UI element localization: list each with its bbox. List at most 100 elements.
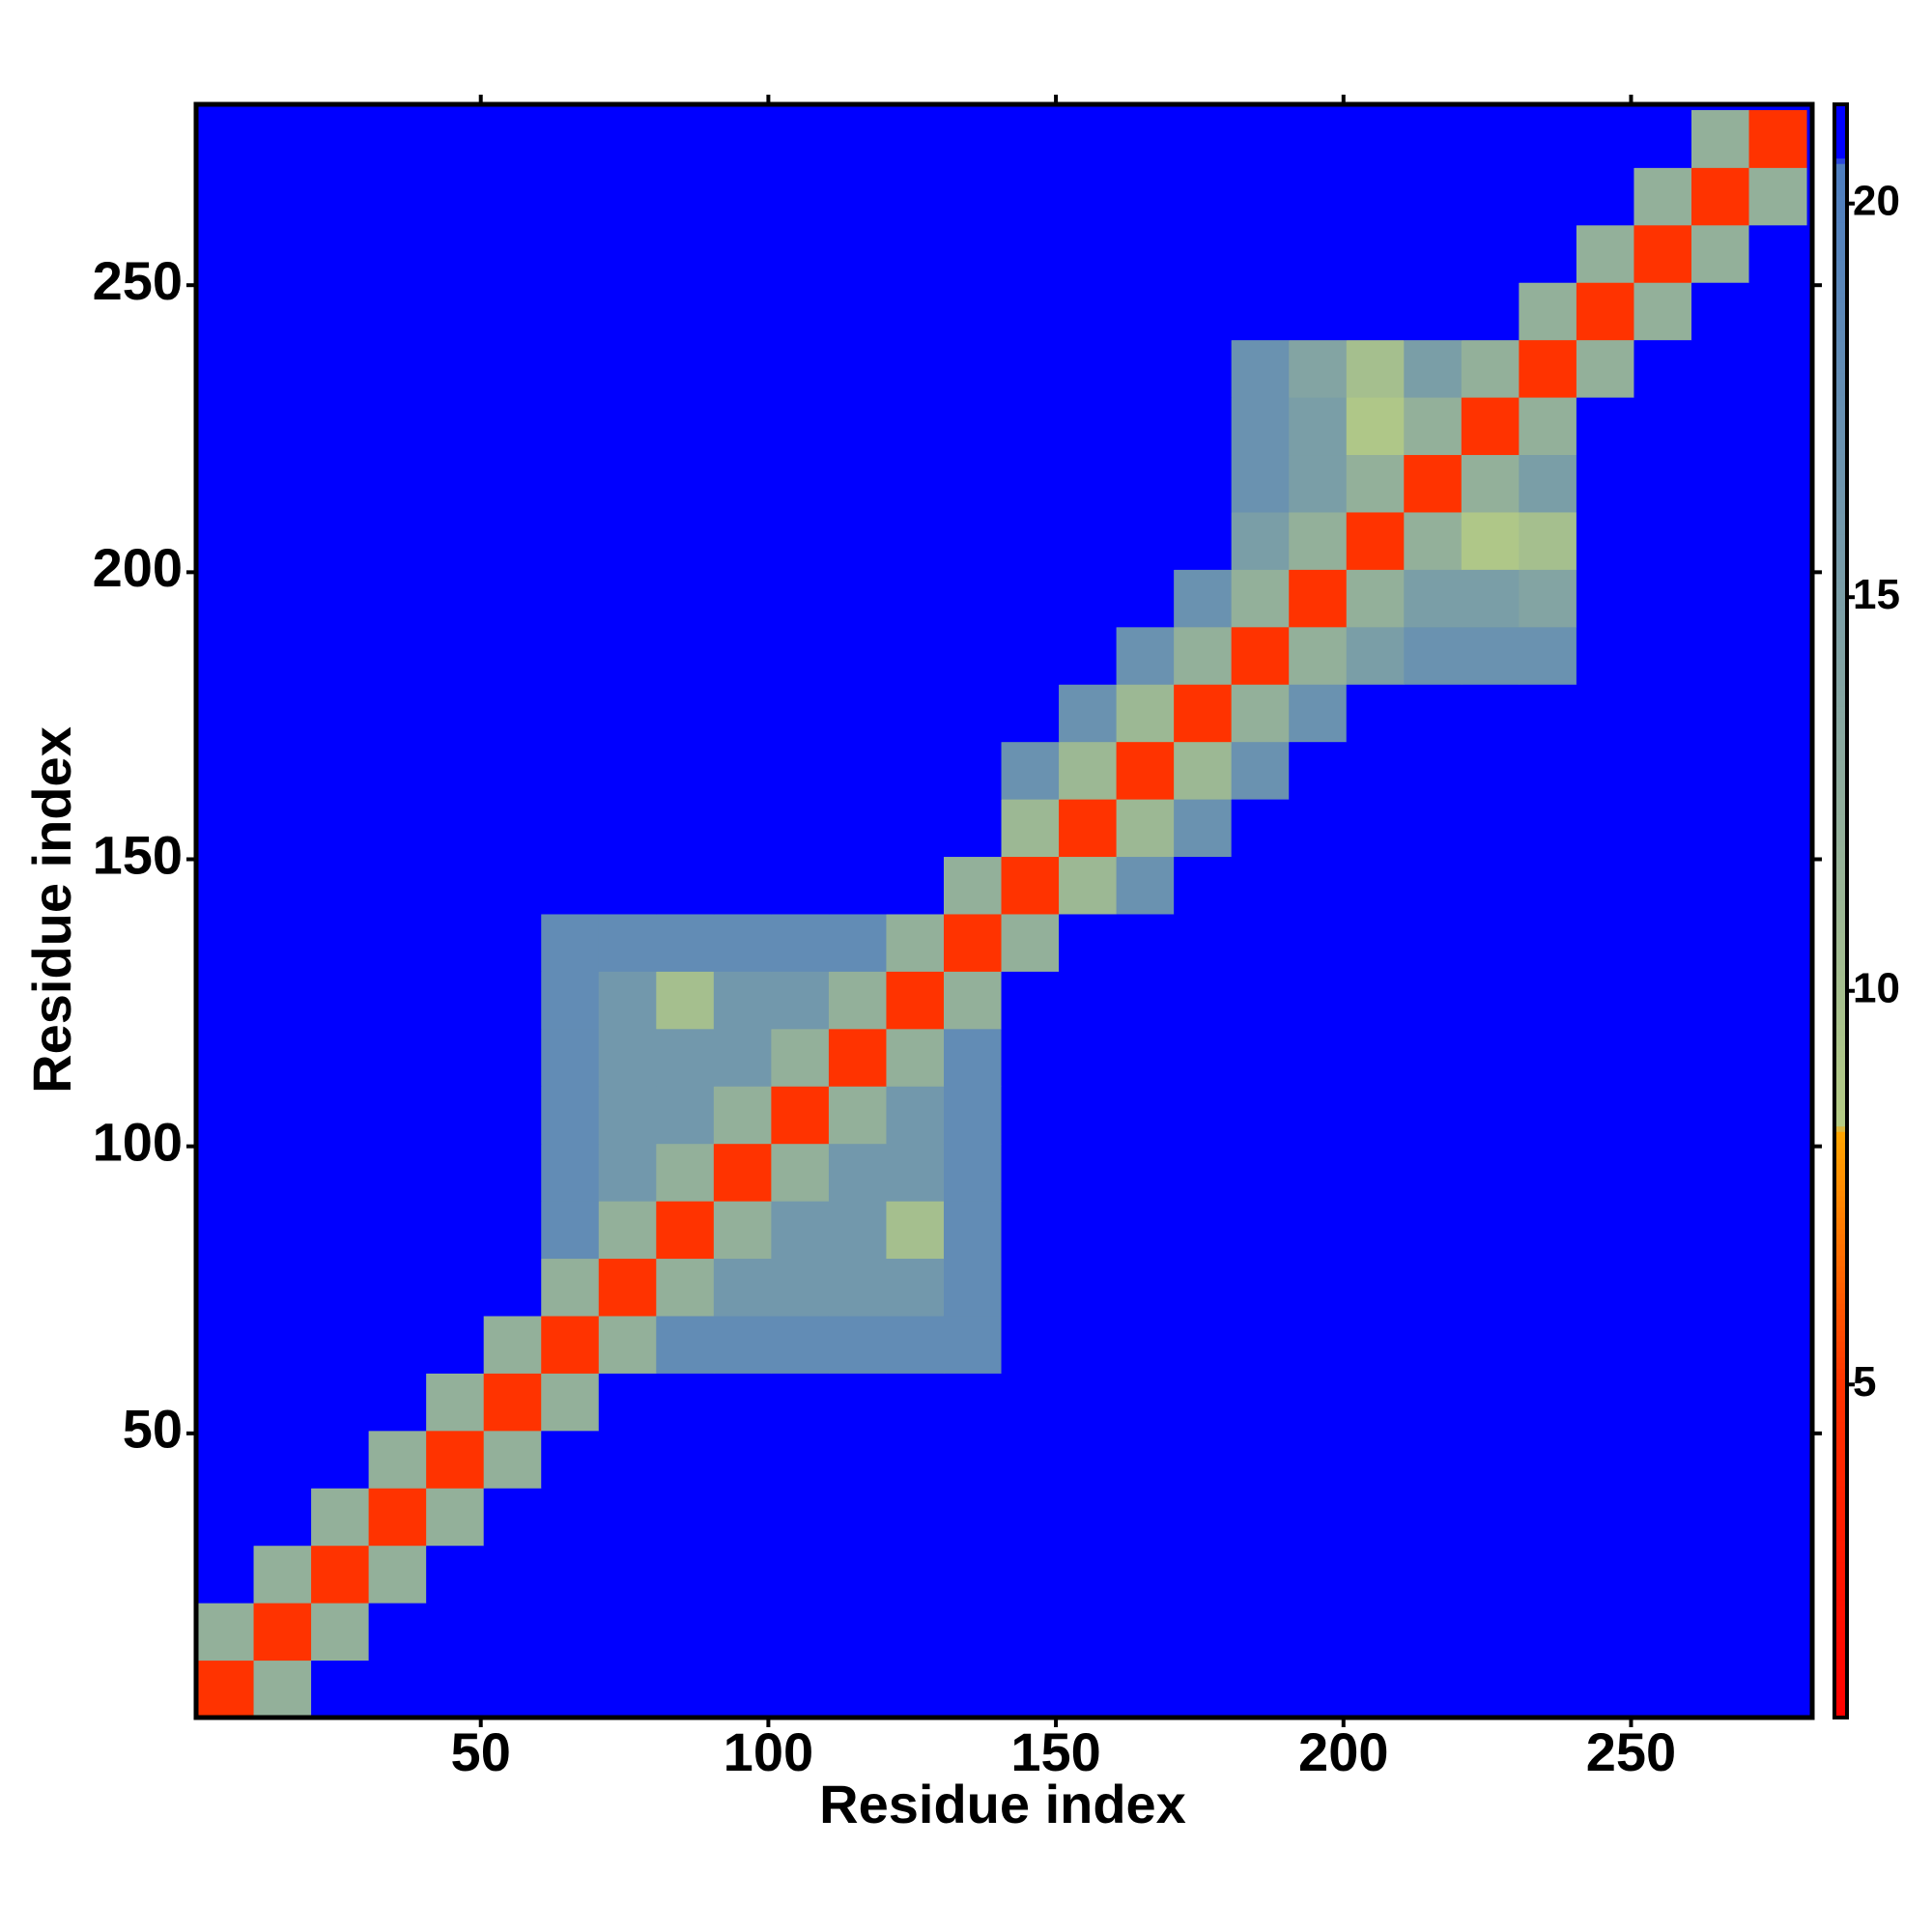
- colorbar-swatch: [1834, 803, 1847, 810]
- heatmap-cell: [1404, 1488, 1463, 1547]
- heatmap-cell: [598, 1201, 657, 1260]
- colorbar-swatch: [1834, 566, 1847, 573]
- colorbar-swatch: [1834, 1416, 1847, 1423]
- heatmap-cell: [1174, 1603, 1233, 1662]
- heatmap-cell: [1289, 224, 1348, 283]
- heatmap-cell: [1231, 1430, 1290, 1489]
- heatmap-cell: [828, 1315, 887, 1374]
- heatmap-cell: [1690, 224, 1750, 283]
- heatmap-cell: [1519, 1488, 1577, 1547]
- heatmap-cell: [771, 626, 830, 685]
- heatmap-cell: [1174, 971, 1233, 1030]
- heatmap-cell: [943, 1660, 1003, 1719]
- heatmap-cell: [483, 913, 542, 972]
- heatmap-cell: [196, 741, 255, 800]
- colorbar-swatch: [1834, 1464, 1847, 1471]
- heatmap-cell: [1576, 1143, 1634, 1202]
- colorbar-swatch: [1834, 809, 1847, 815]
- heatmap-cell: [1231, 1201, 1290, 1260]
- colorbar-swatch: [1834, 126, 1847, 132]
- colorbar-swatch: [1834, 1561, 1847, 1568]
- heatmap-cell: [1346, 799, 1405, 858]
- heatmap-cell: [196, 1603, 255, 1662]
- heatmap-cell: [713, 1315, 772, 1374]
- heatmap-cell: [311, 913, 370, 972]
- heatmap-cell: [1116, 511, 1175, 570]
- colorbar-swatch: [1834, 1540, 1847, 1547]
- heatmap-cell: [311, 856, 370, 915]
- heatmap-cell: [1634, 282, 1692, 341]
- heatmap-cell: [1116, 799, 1175, 858]
- heatmap-cell: [828, 741, 887, 800]
- heatmap-cell: [1634, 1143, 1692, 1202]
- colorbar-swatch: [1834, 862, 1847, 868]
- heatmap-cell: [541, 1488, 600, 1547]
- heatmap-cell: [886, 397, 945, 456]
- colorbar-swatch: [1834, 980, 1847, 987]
- heatmap-cell: [1059, 1430, 1118, 1489]
- heatmap-cell: [541, 397, 600, 456]
- colorbar-swatch: [1834, 427, 1847, 434]
- heatmap-cell: [196, 109, 255, 168]
- heatmap-cell: [1174, 282, 1233, 341]
- heatmap-cell: [713, 339, 772, 398]
- colorbar-swatch: [1834, 1335, 1847, 1342]
- heatmap-cell: [196, 1258, 255, 1317]
- heatmap-cell: [1748, 1488, 1807, 1547]
- heatmap-cell: [483, 1373, 542, 1432]
- heatmap-cell: [1690, 1488, 1750, 1547]
- colorbar-swatch: [1834, 572, 1847, 579]
- heatmap-cell: [483, 971, 542, 1030]
- heatmap-cell: [886, 684, 945, 743]
- heatmap-cell: [943, 282, 1003, 341]
- colorbar-swatch: [1834, 216, 1847, 223]
- heatmap-cell: [598, 454, 657, 513]
- heatmap-cell: [1001, 799, 1060, 858]
- heatmap-cell: [196, 684, 255, 743]
- heatmap-cell: [253, 454, 312, 513]
- heatmap-cell: [1231, 224, 1290, 283]
- heatmap-cell: [253, 339, 312, 398]
- heatmap-cell: [1576, 397, 1634, 456]
- heatmap-cell: [1231, 511, 1290, 570]
- colorbar-swatch: [1834, 501, 1847, 508]
- colorbar-swatch: [1834, 878, 1847, 885]
- colorbar-swatch: [1834, 378, 1847, 384]
- heatmap-cell: [1634, 741, 1692, 800]
- colorbar-swatch: [1834, 486, 1847, 493]
- heatmap-cell: [483, 282, 542, 341]
- heatmap-cell: [1059, 626, 1118, 685]
- colorbar-swatch: [1834, 668, 1847, 675]
- heatmap-cell: [311, 109, 370, 168]
- heatmap-cell: [311, 397, 370, 456]
- heatmap-cell: [771, 224, 830, 283]
- heatmap-cell: [771, 913, 830, 972]
- heatmap-cell: [828, 626, 887, 685]
- colorbar-swatch: [1834, 1346, 1847, 1352]
- heatmap-cell: [483, 1258, 542, 1317]
- colorbar-swatch: [1834, 153, 1847, 159]
- heatmap-cell: [886, 856, 945, 915]
- colorbar-swatch: [1834, 448, 1847, 455]
- heatmap-cell: [598, 856, 657, 915]
- heatmap-cell: [886, 224, 945, 283]
- heatmap-cell: [656, 971, 715, 1030]
- heatmap-cell: [1748, 224, 1807, 283]
- heatmap-cell: [1289, 856, 1348, 915]
- heatmap-cell: [196, 511, 255, 570]
- colorbar-swatch: [1834, 1121, 1847, 1127]
- heatmap-cell: [1576, 1488, 1634, 1547]
- heatmap-cell: [943, 1373, 1003, 1432]
- colorbar-swatch: [1834, 1174, 1847, 1180]
- heatmap-cell: [1289, 1430, 1348, 1489]
- heatmap-cell: [1174, 856, 1233, 915]
- colorbar-swatch: [1834, 524, 1847, 530]
- heatmap-cell: [1519, 511, 1577, 570]
- heatmap-cell: [426, 569, 485, 628]
- colorbar-swatch: [1834, 985, 1847, 992]
- colorbar-swatch: [1834, 190, 1847, 197]
- heatmap-cell: [253, 856, 312, 915]
- colorbar-swatch: [1834, 1045, 1847, 1052]
- colorbar-swatch: [1834, 1609, 1847, 1616]
- colorbar-swatch: [1834, 1642, 1847, 1649]
